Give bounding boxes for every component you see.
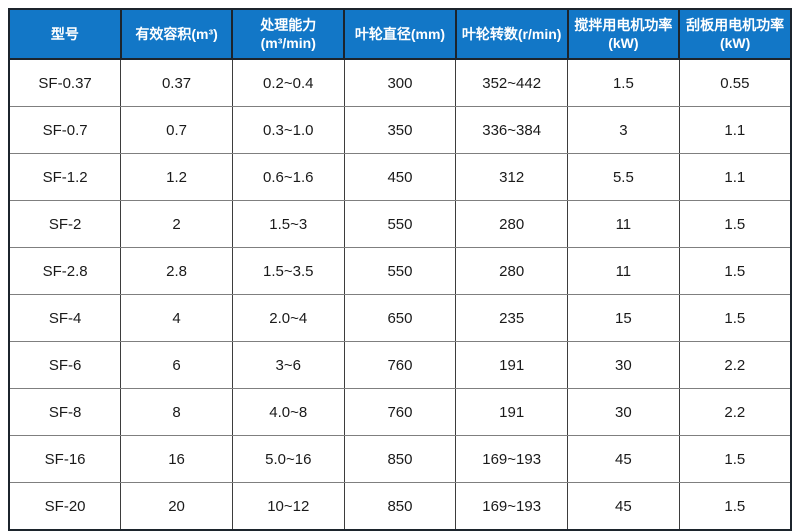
cell-processing-capacity: 0.2~0.4 — [231, 58, 345, 107]
cell-model: SF-2 — [8, 200, 122, 248]
column-header-scraper-motor-power: 刮板用电机功率 (kW) — [678, 8, 792, 60]
cell-model: SF-2.8 — [8, 247, 122, 295]
cell-agitation-motor-power: 30 — [567, 341, 680, 389]
cell-impeller-speed: 169~193 — [455, 482, 569, 531]
cell-impeller-speed: 169~193 — [455, 435, 569, 483]
cell-model: SF-0.7 — [8, 106, 122, 154]
spec-table: 型号 有效容积(m³) 处理能力 (m³/min) 叶轮直径(mm) 叶轮转数(r/mi… — [8, 8, 792, 531]
cell-scraper-motor-power: 2.2 — [678, 341, 792, 389]
cell-impeller-diameter: 450 — [343, 153, 457, 201]
cell-agitation-motor-power: 45 — [567, 482, 680, 531]
cell-impeller-speed: 280 — [455, 200, 569, 248]
cell-scraper-motor-power: 2.2 — [678, 388, 792, 436]
spec-table-body: SF-0.37 0.37 0.2~0.4 300 352~442 1.5 0.55 SF-0.… — [8, 58, 792, 531]
cell-agitation-motor-power: 11 — [567, 200, 680, 248]
header-row: 型号 有效容积(m³) 处理能力 (m³/min) 叶轮直径(mm) 叶轮转数(r/mi… — [8, 8, 792, 60]
cell-impeller-speed: 191 — [455, 341, 569, 389]
cell-scraper-motor-power: 1.5 — [678, 435, 792, 483]
cell-impeller-speed: 280 — [455, 247, 569, 295]
cell-processing-capacity: 2.0~4 — [231, 294, 345, 342]
cell-effective-volume: 4 — [120, 294, 233, 342]
cell-impeller-diameter: 760 — [343, 388, 457, 436]
cell-effective-volume: 1.2 — [120, 153, 233, 201]
cell-processing-capacity: 0.6~1.6 — [231, 153, 345, 201]
cell-model: SF-6 — [8, 341, 122, 389]
cell-effective-volume: 2.8 — [120, 247, 233, 295]
cell-agitation-motor-power: 3 — [567, 106, 680, 154]
column-header-impeller-speed: 叶轮转数(r/min) — [454, 8, 569, 60]
cell-model: SF-1.2 — [8, 153, 122, 201]
cell-effective-volume: 20 — [120, 482, 233, 531]
cell-scraper-motor-power: 1.5 — [678, 294, 792, 342]
cell-processing-capacity: 5.0~16 — [231, 435, 345, 483]
cell-effective-volume: 2 — [120, 200, 233, 248]
cell-agitation-motor-power: 11 — [567, 247, 680, 295]
cell-impeller-diameter: 550 — [343, 200, 457, 248]
cell-impeller-diameter: 760 — [343, 341, 457, 389]
cell-agitation-motor-power: 30 — [567, 388, 680, 436]
cell-processing-capacity: 0.3~1.0 — [231, 106, 345, 154]
cell-agitation-motor-power: 15 — [567, 294, 680, 342]
column-header-agitation-motor-power: 搅拌用电机功率 (kW) — [566, 8, 681, 60]
table-row: SF-6 6 3~6 760 191 30 2.2 — [8, 341, 792, 389]
cell-impeller-speed: 336~384 — [455, 106, 569, 154]
column-header-effective-volume: 有效容积(m³) — [119, 8, 234, 60]
table-row: SF-16 16 5.0~16 850 169~193 45 1.5 — [8, 435, 792, 483]
cell-impeller-diameter: 650 — [343, 294, 457, 342]
cell-effective-volume: 8 — [120, 388, 233, 436]
cell-agitation-motor-power: 45 — [567, 435, 680, 483]
cell-impeller-diameter: 300 — [343, 58, 457, 107]
column-header-processing-capacity: 处理能力 (m³/min) — [231, 8, 346, 60]
cell-effective-volume: 0.7 — [120, 106, 233, 154]
table-row: SF-4 4 2.0~4 650 235 15 1.5 — [8, 294, 792, 342]
cell-processing-capacity: 4.0~8 — [231, 388, 345, 436]
table-row: SF-1.2 1.2 0.6~1.6 450 312 5.5 1.1 — [8, 153, 792, 201]
cell-impeller-speed: 235 — [455, 294, 569, 342]
table-row: SF-2.8 2.8 1.5~3.5 550 280 11 1.5 — [8, 247, 792, 295]
cell-model: SF-20 — [8, 482, 122, 531]
cell-model: SF-16 — [8, 435, 122, 483]
cell-impeller-diameter: 850 — [343, 435, 457, 483]
cell-impeller-diameter: 350 — [343, 106, 457, 154]
table-row: SF-20 20 10~12 850 169~193 45 1.5 — [8, 482, 792, 531]
cell-scraper-motor-power: 1.5 — [678, 247, 792, 295]
spec-table-header: 型号 有效容积(m³) 处理能力 (m³/min) 叶轮直径(mm) 叶轮转数(r/mi… — [8, 8, 792, 60]
cell-effective-volume: 16 — [120, 435, 233, 483]
cell-impeller-diameter: 550 — [343, 247, 457, 295]
cell-scraper-motor-power: 1.5 — [678, 200, 792, 248]
cell-scraper-motor-power: 1.5 — [678, 482, 792, 531]
page: 型号 有效容积(m³) 处理能力 (m³/min) 叶轮直径(mm) 叶轮转数(r/mi… — [8, 8, 792, 531]
cell-impeller-speed: 191 — [455, 388, 569, 436]
cell-impeller-speed: 352~442 — [455, 58, 569, 107]
column-header-model: 型号 — [8, 8, 122, 60]
cell-processing-capacity: 10~12 — [231, 482, 345, 531]
cell-effective-volume: 0.37 — [120, 58, 233, 107]
cell-processing-capacity: 1.5~3 — [231, 200, 345, 248]
table-row: SF-0.7 0.7 0.3~1.0 350 336~384 3 1.1 — [8, 106, 792, 154]
table-row: SF-0.37 0.37 0.2~0.4 300 352~442 1.5 0.55 — [8, 58, 792, 107]
cell-model: SF-0.37 — [8, 58, 122, 107]
cell-model: SF-4 — [8, 294, 122, 342]
cell-model: SF-8 — [8, 388, 122, 436]
cell-impeller-diameter: 850 — [343, 482, 457, 531]
cell-scraper-motor-power: 1.1 — [678, 106, 792, 154]
cell-scraper-motor-power: 1.1 — [678, 153, 792, 201]
table-row: SF-8 8 4.0~8 760 191 30 2.2 — [8, 388, 792, 436]
cell-effective-volume: 6 — [120, 341, 233, 389]
column-header-impeller-diameter: 叶轮直径(mm) — [343, 8, 457, 60]
cell-agitation-motor-power: 5.5 — [567, 153, 680, 201]
cell-scraper-motor-power: 0.55 — [678, 58, 792, 107]
table-row: SF-2 2 1.5~3 550 280 11 1.5 — [8, 200, 792, 248]
cell-processing-capacity: 3~6 — [231, 341, 345, 389]
cell-agitation-motor-power: 1.5 — [567, 58, 680, 107]
cell-processing-capacity: 1.5~3.5 — [231, 247, 345, 295]
cell-impeller-speed: 312 — [455, 153, 569, 201]
